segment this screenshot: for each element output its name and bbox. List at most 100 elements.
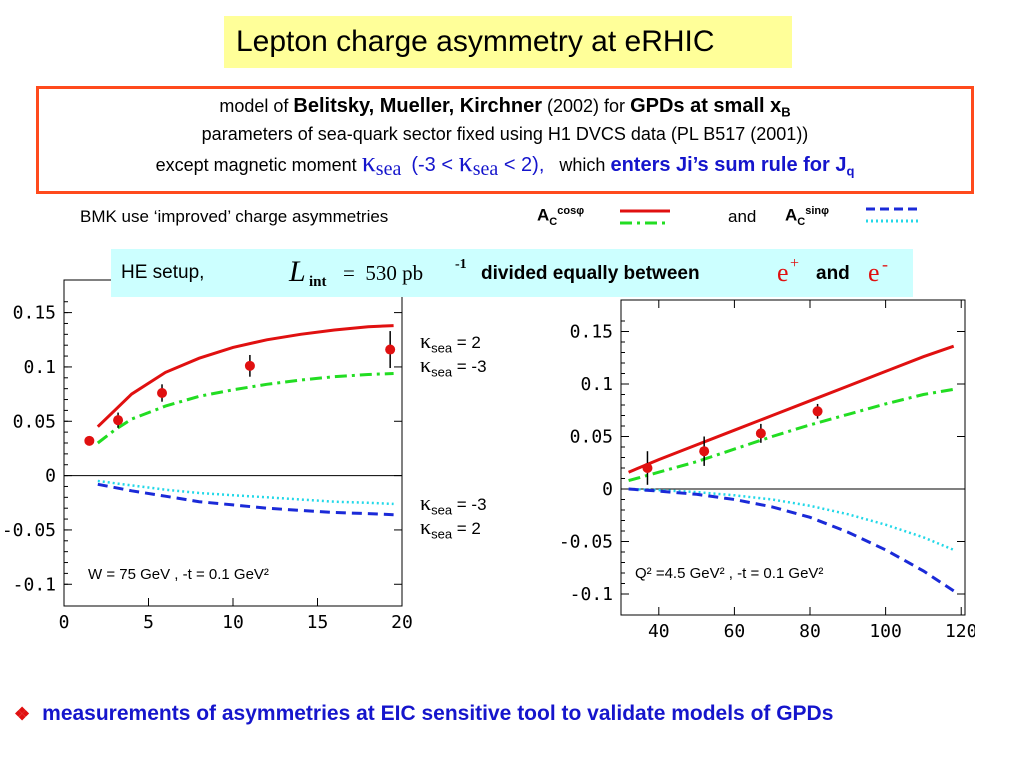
x-tick-label: 5 <box>143 612 154 630</box>
he-and: and <box>816 263 850 284</box>
y-tick-label: 0.1 <box>580 374 613 395</box>
kappa-label-1: κsea = 2 <box>420 328 481 355</box>
y-tick-label: 0.15 <box>570 322 613 343</box>
model-description-box: model of Belitsky, Mueller, Kirchner (20… <box>36 86 974 194</box>
kappa-range-b: < 2), <box>498 154 545 176</box>
series-dashdot-green <box>628 387 954 483</box>
kappa-sub-2: sea <box>431 364 453 380</box>
ac-label: A <box>537 205 550 225</box>
kappa-val-3: = -3 <box>452 495 487 514</box>
data-point <box>385 344 396 355</box>
kappa-val-2: = -3 <box>452 357 487 376</box>
kappa-range-a: (-3 < <box>411 154 459 176</box>
model-except-text: except magnetic moment <box>155 155 362 175</box>
kappa-symbol-2: κ <box>458 147 473 178</box>
kappa-label-2: κsea = -3 <box>420 352 487 379</box>
summary-text: measurements of asymmetries at EIC sensi… <box>42 702 834 725</box>
ac-sup-cos: cosφ <box>557 205 585 217</box>
legend-ac-cos: ACcosφ <box>537 205 584 228</box>
ji-sum-rule-text: enters Ji’s sum rule for J <box>610 154 847 176</box>
model-gpd-sub: B <box>781 104 791 120</box>
kinematics-note: W = 75 GeV , -t = 0.1 GeV² <box>88 566 269 583</box>
series-dashed-blue <box>97 482 394 517</box>
y-tick-label: -0.05 <box>2 520 56 541</box>
model-gpd: GPDs at small x <box>630 95 782 117</box>
x-tick-label: 120 <box>945 621 975 640</box>
data-point <box>755 428 766 439</box>
bmk-text: BMK use ‘improved’ charge asymmetries <box>80 207 389 226</box>
kappa-sea-sub-2: sea <box>472 158 499 180</box>
x-tick-label: 40 <box>648 621 670 640</box>
legend-and: and <box>728 207 757 226</box>
positron-plus: + <box>790 255 800 272</box>
data-point <box>113 415 124 426</box>
y-tick-label: -0.05 <box>559 532 613 553</box>
kinematics-note: Q² =4.5 GeV² , -t = 0.1 GeV² <box>635 565 823 582</box>
x-tick-label: 100 <box>869 621 902 640</box>
kappa-glyph-3: κ <box>420 490 432 515</box>
kappa-sea-sub: sea <box>375 158 402 180</box>
data-point <box>84 435 95 446</box>
x-tick-label: 80 <box>799 621 821 640</box>
lumi-int-sub: int <box>309 274 327 290</box>
legend-sin-lines <box>866 207 918 223</box>
kappa-glyph-1: κ <box>420 328 432 353</box>
kappa-glyph-4: κ <box>420 514 432 539</box>
kappa-glyph-2: κ <box>420 352 432 377</box>
kappa-label-3: κsea = -3 <box>420 490 487 517</box>
lumi-symbol: L <box>289 255 306 288</box>
y-tick-label: -0.1 <box>570 584 613 605</box>
divided-text: divided equally between <box>481 263 700 284</box>
data-point <box>642 463 653 473</box>
model-year: (2002) for <box>542 96 631 116</box>
y-tick-label: 0.15 <box>13 303 56 324</box>
ji-sub-q: q <box>846 163 855 179</box>
kappa-label-4: κsea = 2 <box>420 514 481 541</box>
legend-cos-lines <box>620 209 670 225</box>
page-title: Lepton charge asymmetry at eRHIC <box>224 16 792 68</box>
kappa-sub-4: sea <box>431 526 453 542</box>
model-which: which <box>559 155 611 175</box>
series-dotted-cyan <box>97 479 394 506</box>
y-tick-label: 0.1 <box>23 357 56 378</box>
model-line-3: except magnetic moment κsea (-3 < κsea <… <box>39 147 971 180</box>
positron-symbol: e <box>777 258 789 287</box>
y-tick-label: -0.1 <box>13 574 56 595</box>
model-line-1: model of Belitsky, Mueller, Kirchner (20… <box>39 95 971 120</box>
ac-sub-c-2: C <box>797 216 806 229</box>
ac-label-2: A <box>785 205 798 225</box>
data-point <box>244 360 255 371</box>
data-point <box>699 446 710 457</box>
model-prefix: model of <box>219 96 294 116</box>
electron-symbol: e <box>868 258 880 287</box>
x-tick-label: 20 <box>391 612 413 630</box>
y-tick-label: 0 <box>45 466 56 487</box>
x-tick-label: 60 <box>724 621 746 640</box>
data-point <box>812 406 823 417</box>
lumi-value: = 530 pb <box>343 261 424 285</box>
y-tick-label: 0 <box>602 479 613 500</box>
x-tick-label: 0 <box>59 612 70 630</box>
series-solid-red <box>96 324 394 428</box>
kappa-sub-1: sea <box>431 340 453 356</box>
ac-sup-sin: sinφ <box>805 205 829 217</box>
ac-sub-c: C <box>549 216 558 229</box>
kappa-val-4: = 2 <box>452 519 481 538</box>
y-tick-label: 0.05 <box>13 411 56 432</box>
electron-minus: - <box>882 254 888 274</box>
kappa-symbol: κ <box>361 147 376 178</box>
legend-ac-sin: ACsinφ <box>785 205 829 228</box>
kappa-sub-3: sea <box>431 502 453 518</box>
model-authors: Belitsky, Mueller, Kirchner <box>293 95 543 117</box>
x-tick-label: 15 <box>307 612 329 630</box>
series-dotted-cyan <box>628 487 955 552</box>
series-dashdot-green <box>96 372 394 445</box>
he-setup-label: HE setup, <box>121 262 205 283</box>
chart-q2: 0.150.10.050-0.05-0.10 5 10 15 20W = 75 GeV … <box>2 279 413 630</box>
bullet-icon: ❖ <box>14 704 31 724</box>
y-tick-label: 0.05 <box>570 427 613 448</box>
x-tick-label: 10 <box>222 612 244 630</box>
series-dashed-blue <box>628 487 955 593</box>
summary-line: ❖ measurements of asymmetries at EIC sens… <box>14 702 833 726</box>
chart-w: 0.15 0.1 0.05 0 -0.05 -0.1 40 60 80 100 120 Q² =4.5… <box>559 299 975 640</box>
